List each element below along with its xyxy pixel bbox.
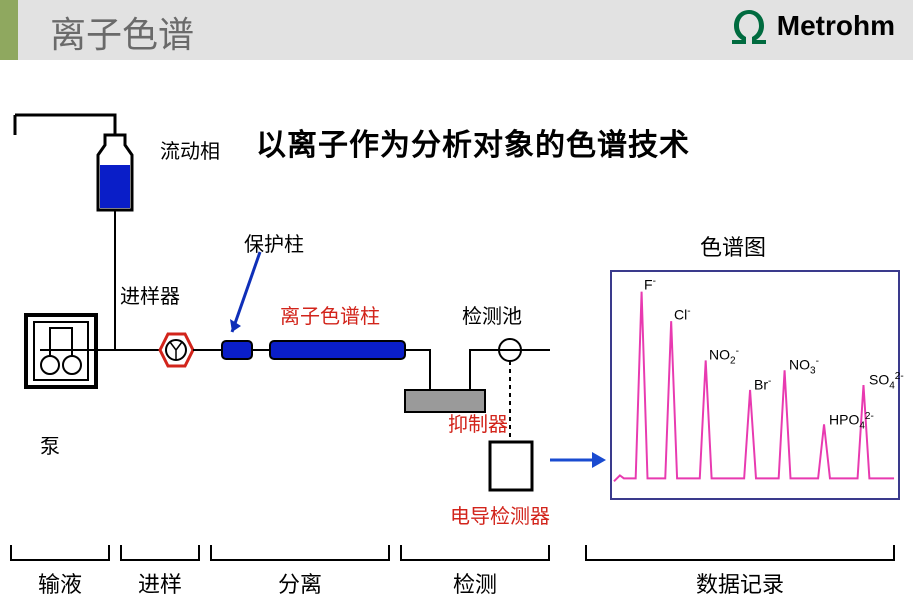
- stage-label: 检测: [400, 567, 550, 599]
- stage-label: 进样: [120, 567, 200, 599]
- stage-bracket: [400, 545, 550, 561]
- peak-label: Br-: [754, 376, 771, 393]
- peak-label: SO42-: [869, 371, 904, 391]
- page-title: 离子色谱: [50, 6, 194, 58]
- stage-bracket: [10, 545, 110, 561]
- mobile-phase-liquid: [100, 165, 130, 208]
- label-guard-col: 保护柱: [244, 228, 304, 257]
- stage-bracket: [120, 545, 200, 561]
- peak-label: NO2-: [709, 346, 739, 366]
- label-mobile-phase: 流动相: [160, 135, 220, 164]
- stage-label: 输液: [10, 567, 110, 599]
- label-chromatogram: 色谱图: [700, 230, 766, 262]
- peak-label: NO3-: [789, 356, 819, 376]
- arrow-to-chart-icon: [548, 448, 608, 472]
- label-pump: 泵: [40, 430, 60, 459]
- label-suppressor: 抑制器: [448, 408, 508, 437]
- stage-label: 分离: [210, 567, 390, 599]
- omega-icon: [729, 6, 769, 46]
- peak-label: HPO42-: [829, 411, 874, 431]
- brand: Metrohm: [729, 6, 895, 46]
- header-accent: [0, 0, 18, 60]
- guard-column: [222, 341, 252, 359]
- conductivity-detector: [490, 442, 532, 490]
- stage-label: 数据记录: [585, 567, 895, 599]
- peak-label: F-: [644, 276, 656, 293]
- brand-name: Metrohm: [777, 10, 895, 42]
- stage-bracket: [210, 545, 390, 561]
- stage-bracket: [585, 545, 895, 561]
- peak-label: Cl-: [674, 306, 691, 323]
- ion-column: [270, 341, 405, 359]
- label-detect-cell: 检测池: [462, 300, 522, 329]
- label-ion-col: 离子色谱柱: [280, 300, 380, 329]
- label-cond-detector: 电导检测器: [450, 500, 550, 529]
- label-injector: 进样器: [120, 280, 180, 309]
